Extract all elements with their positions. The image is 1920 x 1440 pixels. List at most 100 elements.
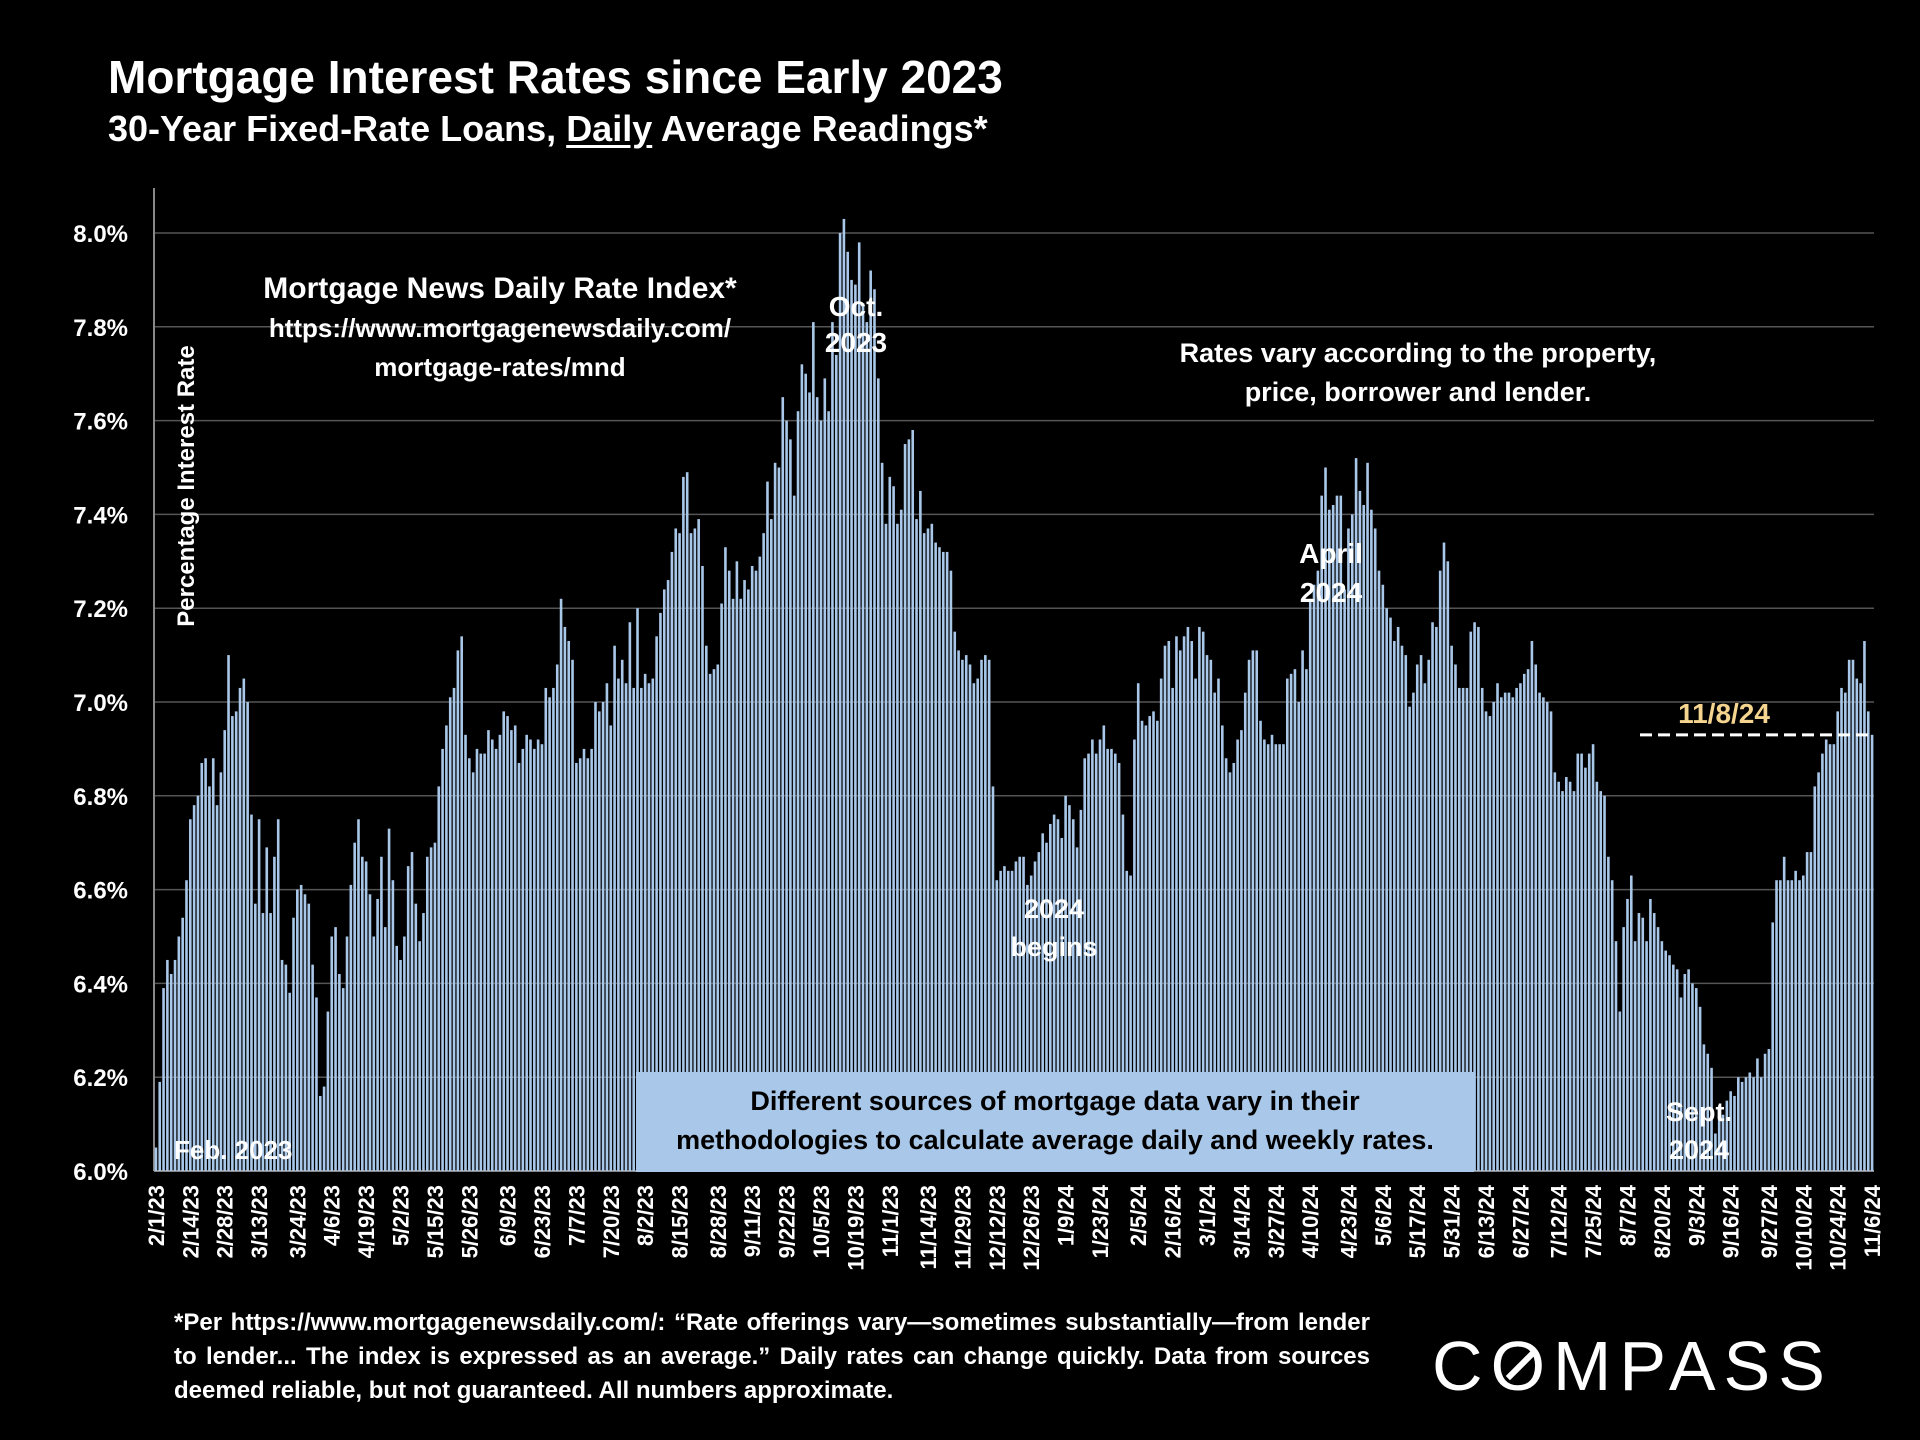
bar (1851, 659, 1855, 1171)
bar (1484, 711, 1488, 1171)
bar (911, 429, 915, 1172)
bar (1198, 626, 1201, 1171)
logo-text-1: C (1432, 1327, 1491, 1405)
bar (1633, 941, 1637, 1171)
x-tick-label: 4/6/23 (320, 1185, 345, 1246)
bar (1247, 659, 1251, 1171)
x-tick-label: 8/7/24 (1615, 1184, 1640, 1246)
bar (410, 852, 414, 1171)
bar (1217, 678, 1220, 1171)
bar (708, 673, 712, 1171)
x-tick-label: 10/10/24 (1791, 1184, 1816, 1270)
bar (705, 645, 708, 1171)
bar (1232, 762, 1236, 1171)
bar (640, 687, 643, 1171)
bar (903, 444, 907, 1171)
x-tick-label: 3/24/23 (285, 1185, 310, 1258)
bar (1339, 495, 1343, 1171)
bar (1507, 692, 1511, 1171)
bar (414, 903, 418, 1171)
bar (429, 847, 433, 1171)
x-tick-label: 5/26/23 (457, 1185, 482, 1258)
y-tick-label: 6.8% (73, 784, 128, 811)
bar (815, 397, 819, 1171)
x-tick-label: 11/6/24 (1860, 1184, 1885, 1257)
bar (647, 683, 651, 1171)
bar (1599, 791, 1603, 1171)
bar (1844, 692, 1847, 1171)
bar (1706, 1053, 1710, 1171)
bar (326, 1011, 330, 1171)
bar (1500, 697, 1503, 1171)
bar (364, 861, 368, 1171)
y-tick-label: 6.4% (73, 971, 128, 998)
x-tick-label: 7/12/24 (1547, 1184, 1572, 1258)
bar (670, 551, 674, 1171)
bar (177, 936, 181, 1171)
bar (1297, 702, 1301, 1171)
feb-2023-label: Feb. 2023 (174, 1135, 293, 1165)
bar (1373, 528, 1377, 1171)
bar (941, 551, 945, 1171)
bar (1427, 659, 1431, 1171)
bar (1672, 964, 1675, 1171)
x-tick-label: 10/24/24 (1826, 1184, 1851, 1270)
bar (972, 683, 976, 1171)
bar (1049, 823, 1052, 1171)
source-url-line-1: https://www.mortgagenewsdaily.com/ (269, 313, 731, 343)
bar (747, 589, 750, 1171)
bar (162, 988, 165, 1171)
bar (697, 519, 700, 1171)
bar (609, 725, 613, 1171)
bar (525, 734, 528, 1171)
bar (1228, 772, 1232, 1171)
bar (1488, 716, 1492, 1171)
bar (1675, 969, 1679, 1171)
bar (636, 608, 639, 1171)
bar (907, 439, 911, 1171)
bar (292, 917, 295, 1171)
bar (238, 687, 242, 1171)
bar (1305, 669, 1308, 1171)
bar (1324, 467, 1327, 1171)
bar (597, 711, 601, 1171)
bar (1786, 880, 1790, 1171)
bar (1370, 509, 1373, 1172)
bar (1408, 706, 1411, 1171)
bar (1129, 875, 1132, 1171)
bar (433, 842, 437, 1171)
bar (1805, 852, 1809, 1171)
bar (448, 697, 452, 1171)
april-2024-label-1: April (1299, 538, 1363, 569)
bar (1404, 655, 1408, 1171)
bar (1041, 833, 1044, 1171)
bar (1614, 941, 1618, 1171)
bar (892, 486, 895, 1171)
bar (1243, 692, 1247, 1171)
bar (1098, 739, 1102, 1171)
bar (919, 490, 922, 1171)
bar (1347, 528, 1350, 1171)
bar (425, 856, 429, 1171)
bar (211, 758, 215, 1171)
bar (311, 964, 314, 1171)
bar (1159, 678, 1163, 1171)
y-tick-label: 7.8% (73, 315, 128, 342)
bar (1331, 505, 1335, 1171)
bar (655, 636, 658, 1171)
bar (1469, 631, 1473, 1171)
bar (1431, 622, 1434, 1171)
bar (219, 772, 223, 1171)
bar (257, 819, 261, 1171)
bar (215, 805, 219, 1171)
bar (555, 664, 559, 1171)
bar (586, 758, 590, 1171)
bar (1435, 626, 1438, 1171)
bar (1668, 955, 1671, 1171)
bar (1026, 884, 1029, 1171)
y-tick-label: 8.0% (73, 221, 128, 248)
bar (1201, 631, 1205, 1171)
x-tick-label: 10/5/23 (809, 1185, 834, 1258)
bar (1010, 870, 1014, 1171)
bar (1393, 641, 1396, 1171)
